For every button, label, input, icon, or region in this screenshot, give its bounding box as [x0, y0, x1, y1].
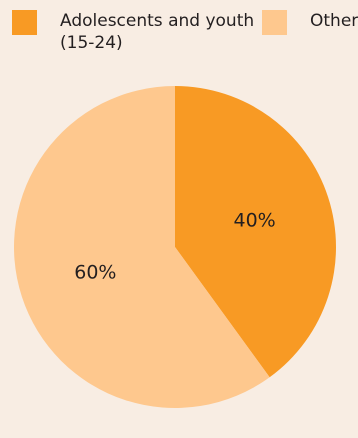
chart-legend: Adolescents and youth (15-24) Other	[0, 10, 358, 80]
legend-item-adolescents: Adolescents and youth (15-24)	[12, 10, 260, 54]
legend-label-adolescents: Adolescents and youth (15-24)	[60, 11, 255, 53]
legend-label-other: Other	[310, 11, 358, 31]
slice-label-adolescents: 40%	[234, 210, 276, 232]
pie-slice-adolescents	[175, 86, 336, 378]
pie-slice-other	[13, 86, 270, 409]
legend-swatch-adolescents	[12, 10, 37, 35]
slice-label-other: 60%	[74, 261, 116, 283]
legend-item-other: Other	[262, 10, 358, 35]
legend-swatch-other	[262, 10, 287, 35]
